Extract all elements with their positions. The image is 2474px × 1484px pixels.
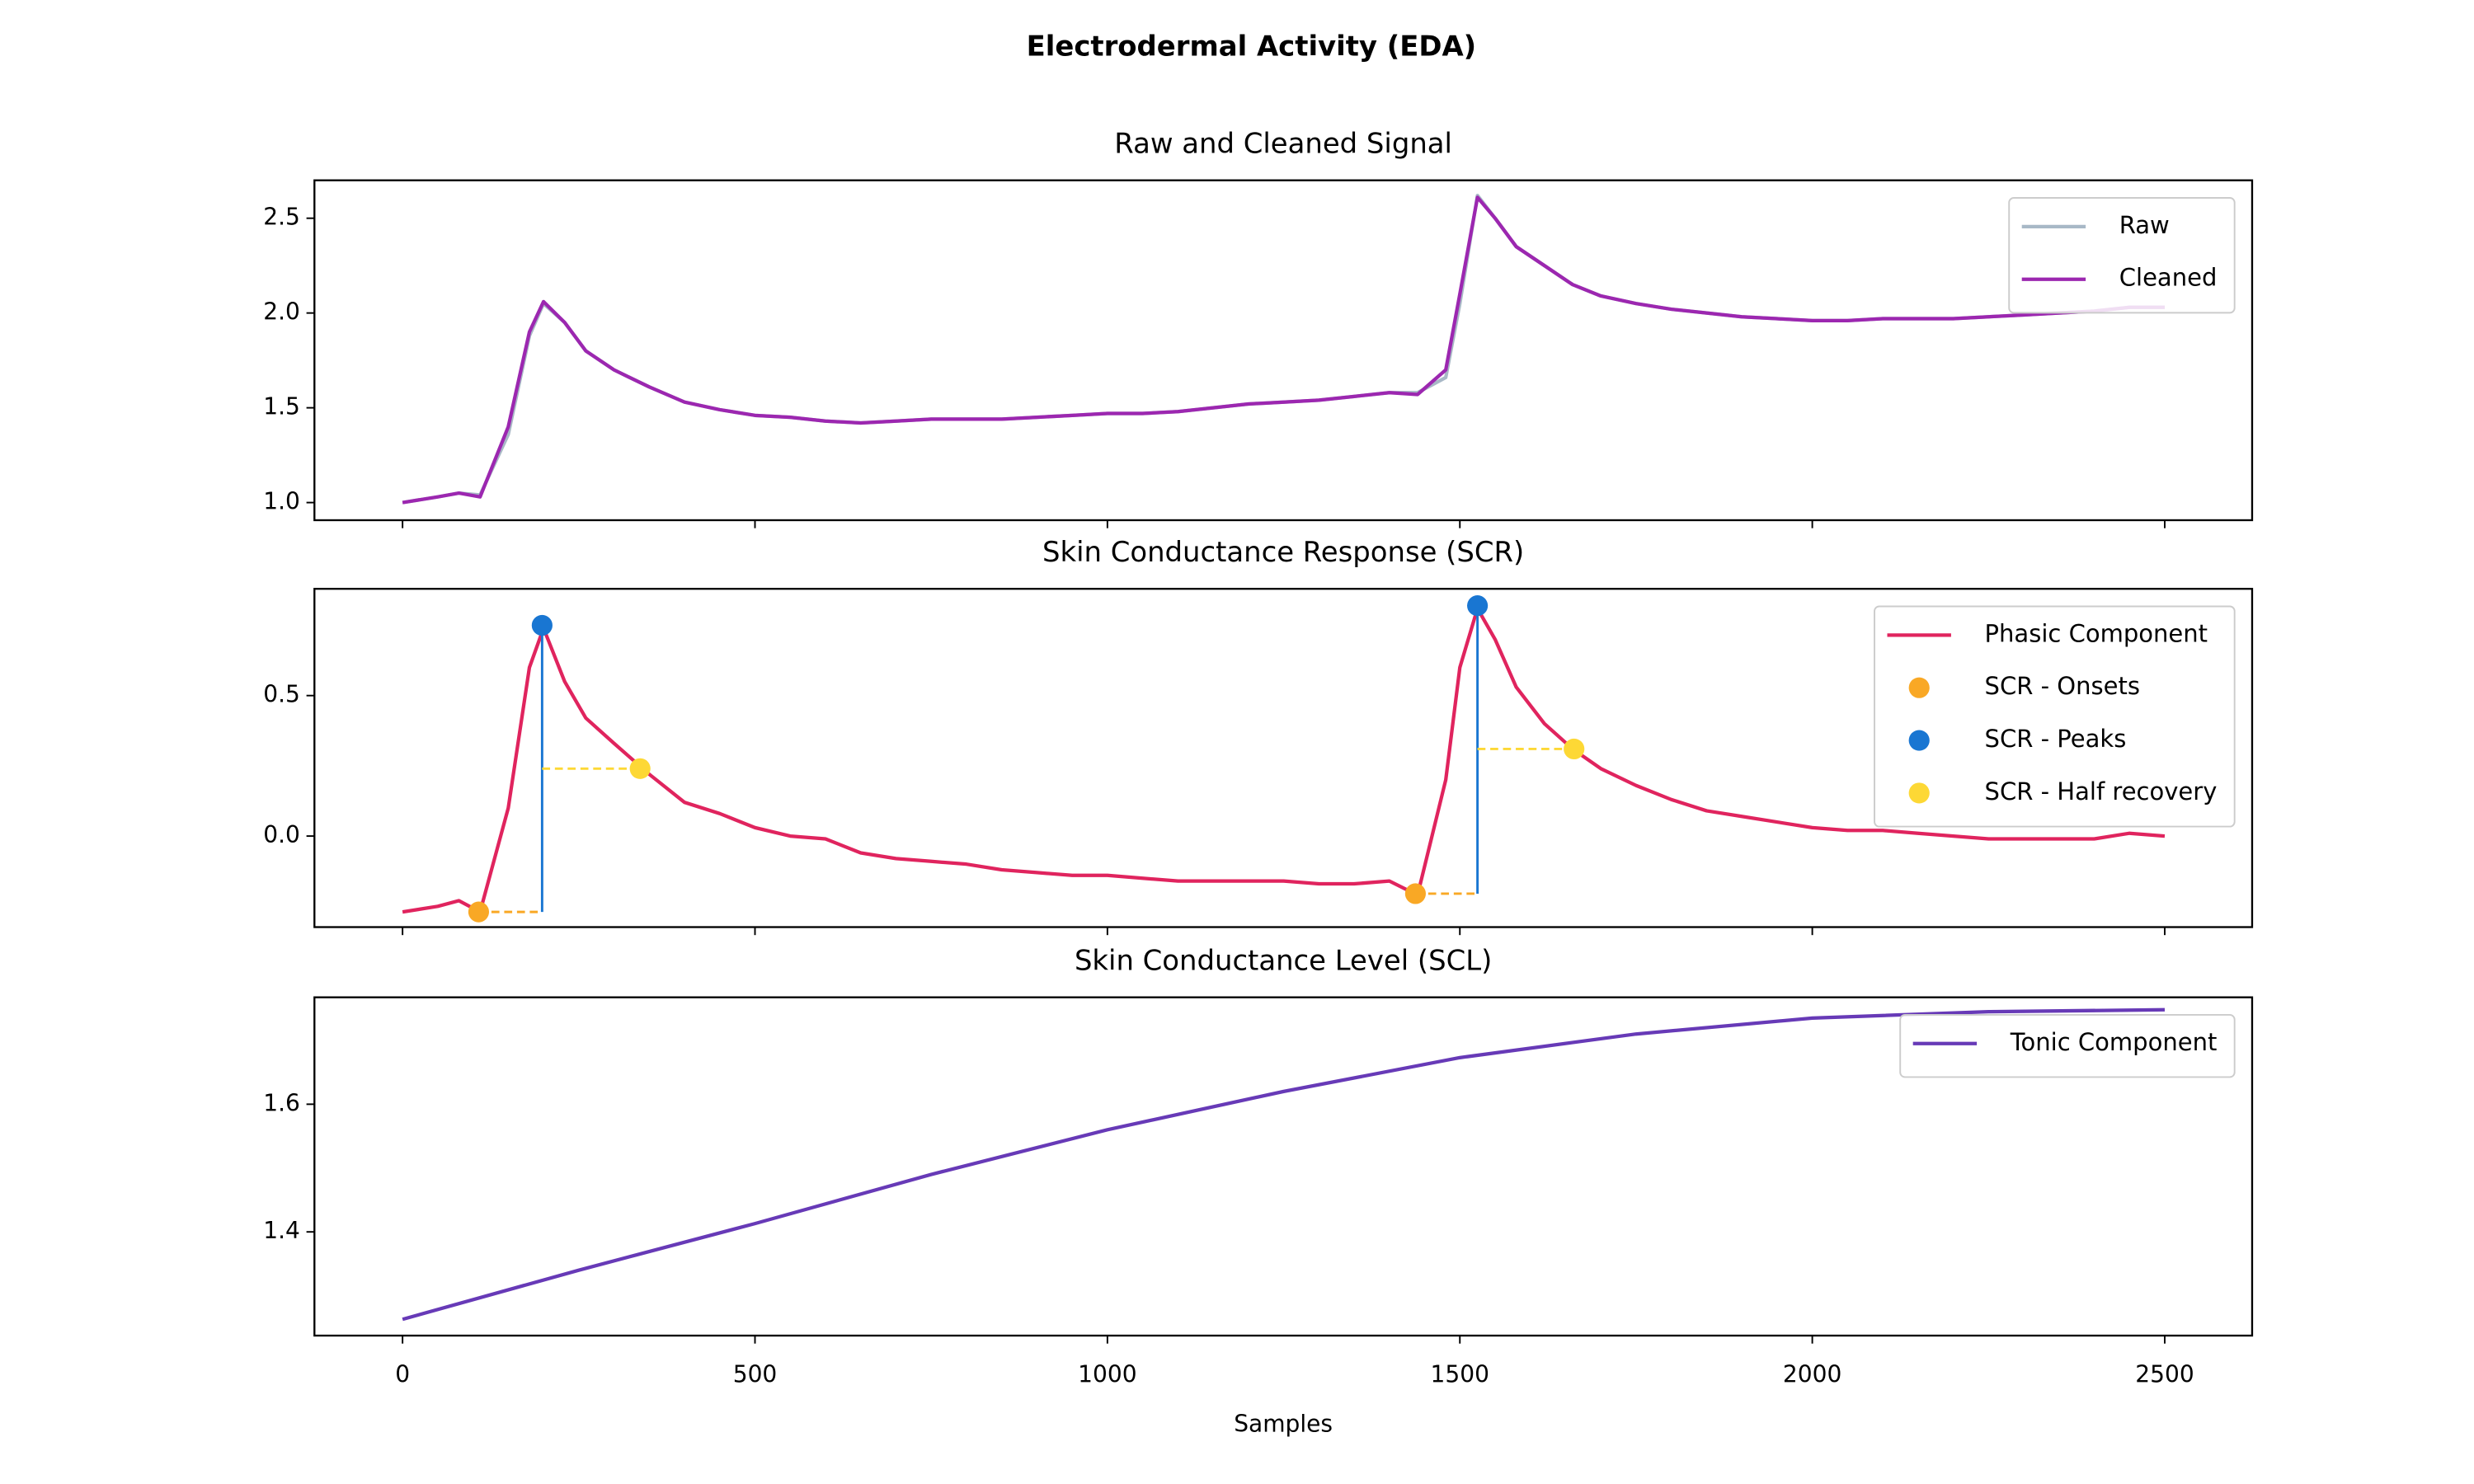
marker <box>629 758 651 779</box>
line <box>402 1007 2166 1322</box>
subplot: Raw and Cleaned Signal 1.0 1.5 2.0 2.5 Raw Cle… <box>263 128 2254 528</box>
subplot: Skin Conductance Level (SCL) 1.4 1.6 0 500 10… <box>263 945 2254 1437</box>
legend-marker <box>1908 677 1930 698</box>
plot-area <box>402 1007 2166 1322</box>
x-tick-label: 2500 <box>2135 1360 2194 1388</box>
legend-label: SCR - Onsets <box>1985 672 2140 700</box>
x-tick-label: 1500 <box>1431 1360 1489 1388</box>
axes-frame <box>313 179 2254 522</box>
subplot: Skin Conductance Response (SCR) 0.0 0.5 Pha… <box>263 536 2254 936</box>
y-tick-label: 1.5 <box>263 393 300 420</box>
figure-title: Electrodermal Activity (EDA) <box>1027 31 1477 63</box>
marker <box>531 614 553 636</box>
legend-box <box>1899 1014 2236 1078</box>
legend: Raw Cleaned <box>2008 197 2236 314</box>
legend-label: Tonic Component <box>2010 1028 2218 1056</box>
x-axis-label: Samples <box>1234 1410 1333 1437</box>
legend-marker <box>1908 730 1930 751</box>
line <box>402 195 2165 505</box>
x-tick-label: 1000 <box>1078 1360 1136 1388</box>
legend: Phasic Component SCR - Onsets SCR - Peaks S… <box>1874 605 2236 828</box>
plot-area <box>402 606 2166 914</box>
axes-frame <box>313 996 2254 1337</box>
x-tick-label: 2000 <box>1783 1360 1841 1388</box>
legend-label: SCR - Peaks <box>1985 725 2127 753</box>
y-tick-label: 1.0 <box>263 488 300 515</box>
y-tick-label: 2.5 <box>263 204 300 231</box>
y-tick-label: 1.4 <box>263 1217 300 1244</box>
legend: Tonic Component <box>1899 1014 2236 1078</box>
subplot-title: Skin Conductance Level (SCL) <box>1075 945 1492 977</box>
y-tick-label: 0.0 <box>263 821 300 848</box>
plot-area <box>402 193 2165 505</box>
x-tick-label: 500 <box>733 1360 778 1388</box>
legend-box <box>1874 605 2236 828</box>
legend-label: Cleaned <box>2119 264 2218 292</box>
y-tick-label: 1.6 <box>263 1089 300 1116</box>
marker <box>1467 595 1489 617</box>
y-tick-label: 0.5 <box>263 681 300 708</box>
marker <box>1564 738 1585 760</box>
subplot-title: Raw and Cleaned Signal <box>1114 128 1452 160</box>
axes-frame <box>313 588 2254 928</box>
line <box>402 606 2166 914</box>
x-tick-label: 0 <box>395 1360 410 1388</box>
legend-label: SCR - Half recovery <box>1985 777 2218 805</box>
subplot-title: Skin Conductance Response (SCR) <box>1042 536 1524 568</box>
y-tick-label: 2.0 <box>263 298 300 326</box>
marker <box>468 901 490 923</box>
legend-marker <box>1908 782 1930 804</box>
legend-label: Phasic Component <box>1985 619 2208 647</box>
marker <box>1404 883 1426 904</box>
legend-label: Raw <box>2119 211 2170 239</box>
